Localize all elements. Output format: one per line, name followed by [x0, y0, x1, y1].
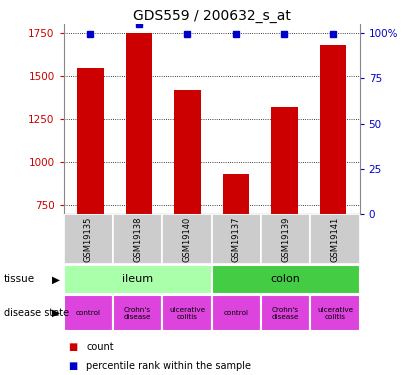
- Text: GSM19138: GSM19138: [133, 216, 142, 262]
- Bar: [174, 90, 201, 214]
- Text: ileum: ileum: [122, 274, 153, 284]
- Bar: [310, 214, 360, 264]
- Text: ▶: ▶: [52, 308, 60, 318]
- Text: Crohn's
disease: Crohn's disease: [124, 307, 151, 320]
- Text: ■: ■: [68, 342, 77, 352]
- Bar: [77, 68, 104, 214]
- Text: GSM19135: GSM19135: [84, 216, 93, 262]
- Bar: [271, 107, 298, 214]
- Bar: [64, 265, 212, 294]
- Bar: [212, 214, 261, 264]
- Text: tissue: tissue: [4, 274, 35, 284]
- Bar: [64, 295, 113, 331]
- Bar: [212, 295, 261, 331]
- Bar: [212, 265, 360, 294]
- Text: GSM19137: GSM19137: [232, 216, 241, 262]
- Text: ulcerative
colitis: ulcerative colitis: [317, 307, 353, 320]
- Title: GDS559 / 200632_s_at: GDS559 / 200632_s_at: [133, 9, 291, 23]
- Text: ulcerative
colitis: ulcerative colitis: [169, 307, 205, 320]
- Bar: [64, 214, 113, 264]
- Text: Crohn's
disease: Crohn's disease: [272, 307, 299, 320]
- Bar: [261, 295, 310, 331]
- Text: colon: colon: [271, 274, 300, 284]
- Bar: [223, 174, 249, 214]
- Bar: [320, 45, 346, 214]
- Bar: [162, 295, 212, 331]
- Bar: [125, 33, 152, 214]
- Bar: [113, 295, 162, 331]
- Text: ▶: ▶: [52, 274, 60, 284]
- Text: GSM19141: GSM19141: [330, 216, 339, 262]
- Text: control: control: [76, 310, 101, 316]
- Text: GSM19139: GSM19139: [281, 216, 290, 262]
- Text: disease state: disease state: [4, 308, 69, 318]
- Bar: [162, 214, 212, 264]
- Text: control: control: [224, 310, 249, 316]
- Bar: [113, 214, 162, 264]
- Text: ■: ■: [68, 361, 77, 370]
- Bar: [261, 214, 310, 264]
- Bar: [310, 295, 360, 331]
- Text: percentile rank within the sample: percentile rank within the sample: [86, 361, 251, 370]
- Text: GSM19140: GSM19140: [182, 216, 192, 262]
- Text: count: count: [86, 342, 114, 352]
